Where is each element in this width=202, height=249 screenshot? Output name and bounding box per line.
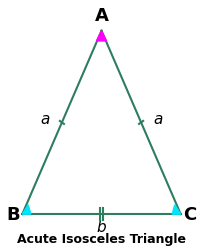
Text: a: a <box>153 113 162 127</box>
Text: b: b <box>96 220 106 235</box>
Polygon shape <box>171 205 180 214</box>
Text: C: C <box>183 206 196 224</box>
Polygon shape <box>96 31 106 41</box>
Text: B: B <box>6 206 20 224</box>
Text: a: a <box>40 113 49 127</box>
Text: Acute Isosceles Triangle: Acute Isosceles Triangle <box>17 233 185 246</box>
Text: A: A <box>94 7 108 25</box>
Polygon shape <box>22 205 31 214</box>
